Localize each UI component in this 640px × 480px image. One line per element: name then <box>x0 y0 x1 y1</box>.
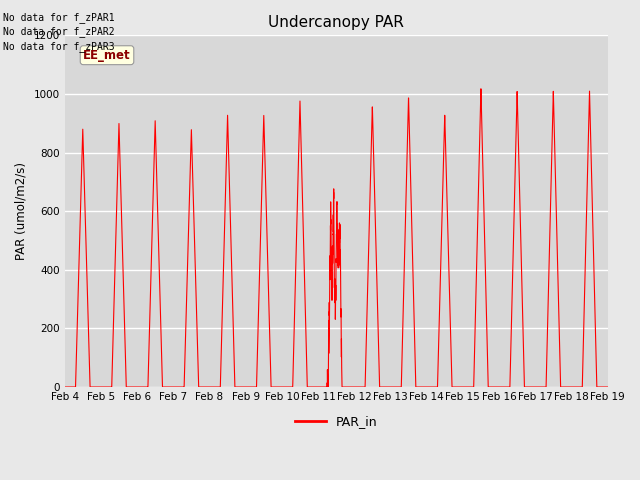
Text: No data for f_zPAR1: No data for f_zPAR1 <box>3 12 115 23</box>
Text: No data for f_zPAR2: No data for f_zPAR2 <box>3 26 115 37</box>
Title: Undercanopy PAR: Undercanopy PAR <box>268 15 404 30</box>
Text: No data for f_zPAR3: No data for f_zPAR3 <box>3 41 115 52</box>
Legend: PAR_in: PAR_in <box>290 410 383 433</box>
Text: EE_met: EE_met <box>83 48 131 62</box>
Y-axis label: PAR (umol/m2/s): PAR (umol/m2/s) <box>15 162 28 260</box>
